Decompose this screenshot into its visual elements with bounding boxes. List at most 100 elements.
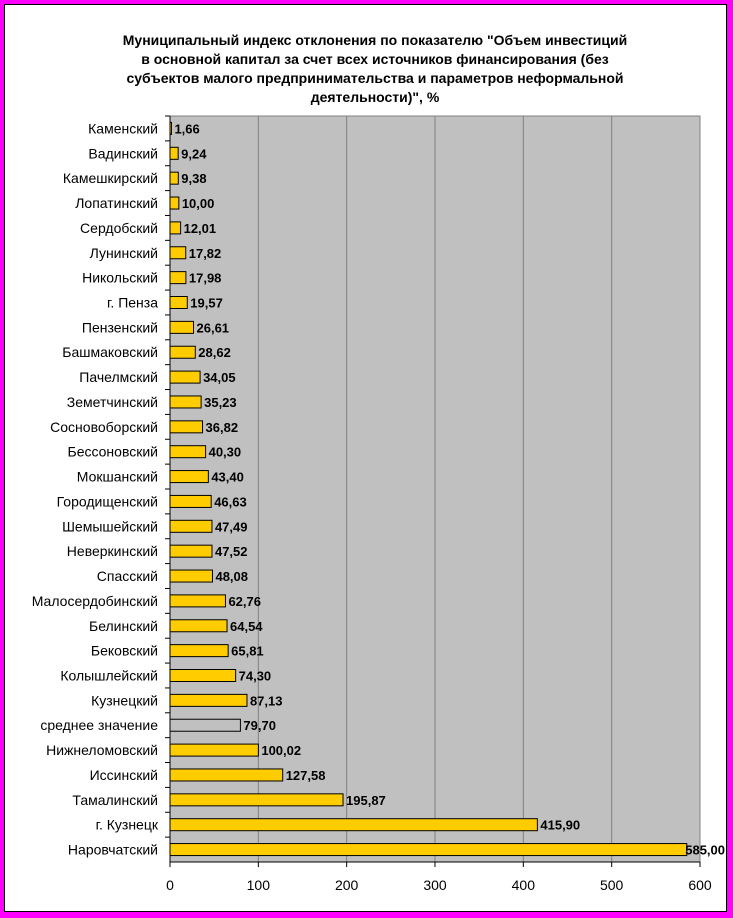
bar <box>169 395 202 409</box>
x-tick-label: 500 <box>600 877 624 893</box>
category-label: Никольский <box>82 270 158 286</box>
x-tick-label: 400 <box>512 877 536 893</box>
x-tick-label: 200 <box>335 877 359 893</box>
value-label: 74,30 <box>239 669 272 684</box>
category-label: Колышлейский <box>60 668 158 684</box>
x-tick-label: 600 <box>688 877 712 893</box>
value-label: 19,57 <box>190 296 223 311</box>
bar <box>169 594 226 608</box>
bar <box>169 843 688 857</box>
value-label: 35,23 <box>204 395 237 410</box>
value-label: 47,52 <box>215 544 248 559</box>
value-label: 100,02 <box>261 743 301 758</box>
category-label: г. Пенза <box>107 295 158 311</box>
bar <box>169 669 237 682</box>
chart-title-line: деятельности)", % <box>310 89 440 105</box>
category-label: Сосновоборский <box>50 419 158 435</box>
x-tick-label: 300 <box>423 877 447 893</box>
value-label: 47,49 <box>215 519 248 534</box>
bar <box>169 121 172 135</box>
category-label: Неверкинский <box>67 543 158 559</box>
value-label: 195,87 <box>346 793 386 808</box>
value-label: 48,08 <box>215 569 248 584</box>
category-label: Пензенский <box>82 319 158 335</box>
value-label: 43,40 <box>211 470 244 485</box>
category-label: Городищенский <box>57 493 158 509</box>
bar <box>169 644 229 658</box>
chart-title-line: субъектов малого предпринимательства и п… <box>126 70 624 86</box>
category-label: Нижнеломовский <box>46 742 158 758</box>
category-label: Тамалинский <box>72 792 158 808</box>
chart-title-line: Муниципальный индекс отклонения по показ… <box>122 32 628 48</box>
category-label: Спасский <box>97 568 158 584</box>
value-label: 10,00 <box>182 196 215 211</box>
category-label: Мокшанский <box>77 469 158 485</box>
category-label: Камешкирский <box>63 170 158 186</box>
value-label: 9,24 <box>181 146 207 161</box>
category-label: Бековский <box>91 643 158 659</box>
category-label: среднее значение <box>40 717 158 733</box>
bar <box>169 693 248 707</box>
category-label: Шемышейский <box>62 518 158 534</box>
value-label: 40,30 <box>209 445 242 460</box>
bar <box>169 296 188 309</box>
bar <box>169 320 195 334</box>
bar <box>169 146 179 160</box>
value-label: 1,66 <box>174 121 199 136</box>
bar <box>169 271 187 285</box>
value-label: 415,90 <box>540 818 580 833</box>
value-label: 64,54 <box>230 619 263 634</box>
value-label: 127,58 <box>286 768 326 783</box>
bar <box>169 743 259 757</box>
bar <box>169 470 209 484</box>
category-label: Лунинский <box>90 245 158 261</box>
category-label: Наровчатский <box>68 842 158 858</box>
category-label: Бессоновский <box>68 444 158 460</box>
chart-title: Муниципальный индекс отклонения по показ… <box>65 31 685 107</box>
x-tick-label: 100 <box>247 877 271 893</box>
category-label: Сердобский <box>80 220 158 236</box>
bar <box>169 420 204 434</box>
value-label: 62,76 <box>228 594 261 609</box>
bar <box>169 718 241 732</box>
category-label: Лопатинский <box>75 195 158 211</box>
category-label: Башмаковский <box>62 344 158 360</box>
category-label: Пачелмский <box>79 369 158 385</box>
category-label: Кузнецкий <box>91 692 158 708</box>
category-label: Малосердобинский <box>32 593 158 609</box>
bar <box>169 345 196 359</box>
x-tick-label: 0 <box>166 877 174 893</box>
value-label: 79,70 <box>243 718 276 733</box>
category-label: Каменский <box>88 120 158 136</box>
category-label: Вадинский <box>88 145 158 161</box>
bar <box>169 445 207 459</box>
bar <box>169 221 182 235</box>
bar <box>169 370 201 384</box>
bar <box>169 171 179 185</box>
value-label: 28,62 <box>198 345 231 360</box>
value-label: 36,82 <box>206 420 239 435</box>
value-label: 12,01 <box>184 221 217 236</box>
value-label: 34,05 <box>203 370 236 385</box>
bar <box>169 793 344 807</box>
value-label: 65,81 <box>231 644 264 659</box>
bar <box>169 818 538 832</box>
chart-title-line: в основной капитал за счет всех источник… <box>141 51 609 67</box>
value-label: 17,82 <box>189 246 222 261</box>
value-label: 17,98 <box>189 271 222 286</box>
value-label: 585,00 <box>685 843 725 858</box>
bar <box>169 246 187 260</box>
value-label: 9,38 <box>181 171 206 186</box>
category-label: Земетчинский <box>67 394 158 410</box>
category-label: Белинский <box>89 618 158 634</box>
bar <box>169 544 213 558</box>
bar <box>169 619 228 633</box>
value-label: 46,63 <box>214 494 247 509</box>
category-label: Иссинский <box>90 767 158 783</box>
bar <box>169 519 213 533</box>
value-label: 87,13 <box>250 693 283 708</box>
bar <box>169 569 213 583</box>
bar <box>169 494 212 508</box>
value-label: 26,61 <box>197 320 230 335</box>
